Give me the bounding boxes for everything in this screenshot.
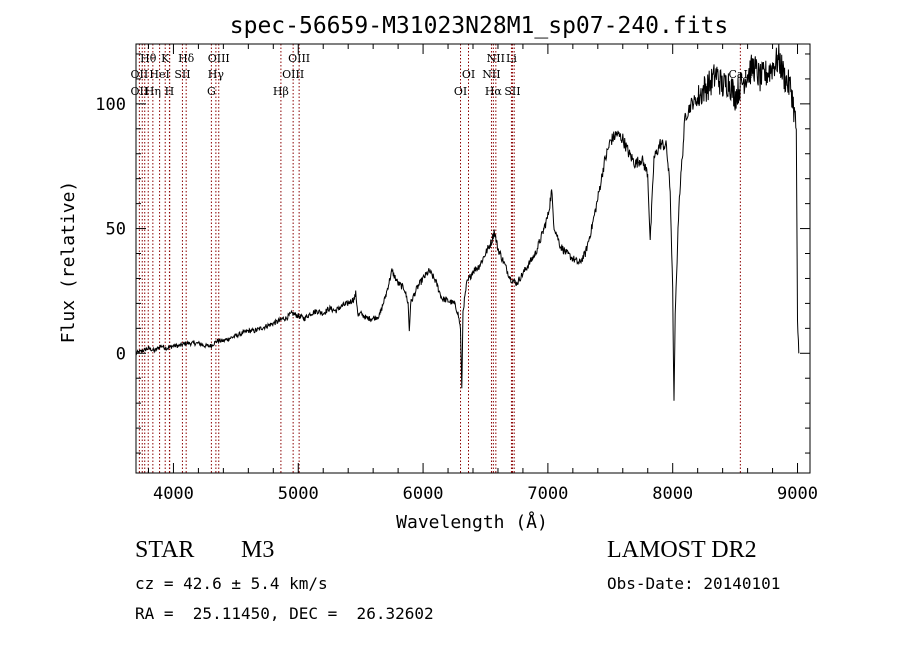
emission-line-label: G bbox=[207, 85, 216, 98]
y-axis-label: Flux (relative) bbox=[58, 181, 79, 344]
emission-line-label: OI bbox=[462, 68, 475, 81]
x-axis-label: Wavelength (Å) bbox=[396, 511, 548, 533]
x-tick-label: 6000 bbox=[403, 484, 444, 504]
emission-line-label: Hδ bbox=[178, 52, 195, 65]
emission-line-label: NII bbox=[482, 68, 500, 81]
emission-line-label: SII bbox=[174, 68, 190, 81]
emission-line-label: NII bbox=[487, 52, 505, 65]
emission-line-label: Li bbox=[506, 52, 517, 65]
y-tick-label: 0 bbox=[116, 344, 126, 364]
emission-line-label: Hβ bbox=[273, 85, 289, 98]
emission-line-label: Hθ bbox=[140, 52, 157, 65]
redshift-velocity: cz = 42.6 ± 5.4 km/s bbox=[135, 574, 328, 593]
y-tick-label: 50 bbox=[106, 220, 126, 240]
emission-line-label: OII bbox=[131, 68, 149, 81]
axis-ticks bbox=[136, 44, 810, 473]
emission-line-label: OII bbox=[131, 85, 149, 98]
emission-line-label: Hη bbox=[145, 85, 161, 98]
coordinates: RA = 25.11450, DEC = 26.32602 bbox=[135, 604, 434, 623]
emission-line-markers bbox=[138, 44, 741, 473]
object-subclass: M3 bbox=[241, 537, 275, 563]
emission-line-label: OI bbox=[454, 85, 467, 98]
survey-name: LAMOST DR2 bbox=[607, 537, 757, 563]
emission-line-label: Hα bbox=[485, 85, 503, 98]
emission-line-label: OIII bbox=[208, 52, 230, 65]
x-tick-label: 4000 bbox=[153, 484, 194, 504]
emission-line-label: K bbox=[161, 52, 170, 65]
emission-line-label: Hγ bbox=[208, 68, 225, 81]
chart-title: spec-56659-M31023N28M1_sp07-240.fits bbox=[230, 13, 729, 39]
x-tick-label: 5000 bbox=[278, 484, 319, 504]
plot-frame bbox=[135, 43, 811, 474]
x-tick-label: 8000 bbox=[652, 484, 693, 504]
emission-line-label: HeI bbox=[149, 68, 169, 81]
y-tick-label: 100 bbox=[95, 95, 126, 115]
emission-line-label: SII bbox=[504, 85, 520, 98]
emission-line-label: H bbox=[165, 85, 175, 98]
observation-date: Obs-Date: 20140101 bbox=[607, 574, 781, 593]
x-tick-label: 9000 bbox=[777, 484, 818, 504]
emission-line-label: OIII bbox=[288, 52, 310, 65]
object-class: STAR bbox=[135, 537, 195, 563]
spectrum-line bbox=[135, 43, 800, 401]
emission-line-label: OIII bbox=[282, 68, 304, 81]
x-tick-label: 7000 bbox=[527, 484, 568, 504]
axis-tick-labels: 4000 5000 6000 7000 8000 9000 0 50 100 bbox=[95, 95, 818, 504]
